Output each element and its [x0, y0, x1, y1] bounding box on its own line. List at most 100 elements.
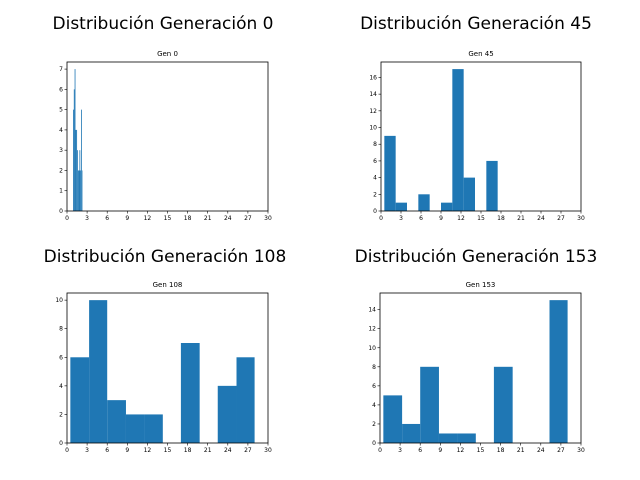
panel-3-xtick-label-10: 30 [577, 447, 585, 454]
panel-1-ytick-label-7: 14 [369, 91, 377, 98]
panel-1-xtick-label-0: 0 [379, 215, 383, 222]
panel-0-bar-3 [75, 129, 77, 211]
panel-1-xtick-label-8: 24 [537, 215, 545, 222]
panel-3-xtick-label-3: 9 [438, 447, 442, 454]
panel-0-suptitle: Distribución Generación 0 [53, 14, 274, 34]
panel-3-bar-2 [420, 366, 439, 443]
panel-2-xtick-label-0: 0 [65, 447, 69, 454]
panel-0-xtick-label-8: 24 [224, 215, 232, 222]
panel-1-title: Gen 45 [468, 50, 493, 58]
panel-0-ytick-label-6: 6 [59, 86, 63, 93]
panel-0-ytick-label-1: 1 [59, 188, 63, 195]
panel-2-title: Gen 108 [153, 281, 183, 289]
panel-1-xtick-label-2: 6 [419, 215, 423, 222]
panel-3-ytick-label-0: 0 [372, 440, 376, 447]
panel-0-xtick-label-9: 27 [244, 215, 252, 222]
panel-0-ytick-label-0: 0 [59, 208, 63, 215]
panel-2-bar-6 [180, 343, 200, 443]
panel-3-xtick-label-6: 18 [497, 447, 505, 454]
panel-1-bar-1 [395, 202, 407, 211]
panel-1-ytick-label-6: 12 [369, 108, 377, 115]
panel-0-bar-8 [79, 150, 81, 211]
panel-3-xtick-label-4: 12 [457, 447, 465, 454]
panel-0-bar-2 [74, 69, 76, 211]
panel-0-ytick-label-2: 2 [59, 167, 63, 174]
panel-2-ytick-label-2: 4 [59, 383, 63, 390]
panel-0-frame [66, 61, 269, 212]
panel-2-xtick-label-4: 12 [144, 447, 152, 454]
panel-0-bar-5 [77, 150, 78, 211]
panel-1-ytick-label-1: 2 [373, 191, 377, 198]
panel-3-ytick-label-6: 12 [368, 326, 376, 333]
panel-2-bar-0 [70, 357, 90, 443]
panel-2-xtick-label-1: 3 [85, 447, 89, 454]
panel-1-xtick-label-7: 21 [517, 215, 525, 222]
panel-2-xtick-label-10: 30 [264, 447, 272, 454]
panel-0-bar-7 [78, 170, 80, 211]
panel-3-bar-0 [383, 395, 403, 443]
panel-3-ytick-label-7: 14 [368, 307, 376, 314]
panel-2-xtick-label-6: 18 [184, 447, 192, 454]
panel-3-ytick-label-1: 2 [372, 421, 376, 428]
panel-1-ytick-label-0: 0 [373, 208, 377, 215]
panel-1-xtick-label-10: 30 [577, 215, 585, 222]
panel-1-ytick-label-8: 16 [369, 74, 377, 81]
panel-3-xtick-label-2: 6 [418, 447, 422, 454]
panel-3-xtick-label-0: 0 [378, 447, 382, 454]
panel-2-xtick-label-5: 15 [164, 447, 172, 454]
panel-0-bar-6 [77, 170, 79, 211]
panel-2-xtick-label-2: 6 [105, 447, 109, 454]
panel-0-xtick-label-10: 30 [264, 215, 272, 222]
panel-2-bar-8 [217, 385, 237, 443]
panel-3-ytick-label-5: 10 [368, 345, 376, 352]
panel-2-ytick-label-4: 8 [59, 326, 63, 333]
panel-2-xtick-label-7: 21 [204, 447, 212, 454]
panel-1-ytick-label-5: 10 [369, 125, 377, 132]
panel-0-xtick-label-3: 9 [125, 215, 129, 222]
panel-3-ytick-label-4: 8 [372, 364, 376, 371]
panel-3-title: Gen 153 [466, 281, 496, 289]
panel-0-bar-10 [81, 109, 82, 211]
panel-0-xtick-label-5: 15 [164, 215, 172, 222]
panel-0-bar-0 [73, 109, 74, 211]
panel-2-bar-3 [125, 414, 145, 443]
panel-1-xtick-label-1: 3 [399, 215, 403, 222]
panel-2-bar-2 [107, 400, 126, 443]
panel-2-xtick-label-3: 9 [125, 447, 129, 454]
panel-1-bar-0 [384, 135, 396, 211]
panel-1-xtick-label-5: 15 [477, 215, 485, 222]
panel-1-bar-9 [486, 160, 498, 211]
panel-2-suptitle: Distribución Generación 108 [44, 247, 287, 267]
panel-2-bar-4 [144, 414, 163, 443]
panel-1-xtick-label-3: 9 [439, 215, 443, 222]
panel-2-bar-9 [236, 357, 255, 443]
panel-0-ytick-label-7: 7 [59, 66, 63, 73]
panel-3-bar-9 [549, 300, 568, 443]
panel-2-xtick-label-9: 27 [244, 447, 252, 454]
panel-1-bar-3 [418, 194, 430, 211]
panel-1-ytick-label-4: 8 [373, 141, 377, 148]
panel-1-ytick-label-2: 4 [373, 175, 377, 182]
panel-1-ytick-label-3: 6 [373, 158, 377, 165]
panel-3-xtick-label-1: 3 [398, 447, 402, 454]
panel-0-ytick-label-4: 4 [59, 127, 63, 134]
panel-0-bar-1 [73, 89, 75, 211]
panel-0-xtick-label-6: 18 [184, 215, 192, 222]
panel-2-xtick-label-8: 24 [224, 447, 232, 454]
panel-0-xtick-label-7: 21 [204, 215, 212, 222]
panel-1-suptitle: Distribución Generación 45 [360, 14, 592, 34]
panel-0-xtick-label-4: 12 [144, 215, 152, 222]
panel-2-ytick-label-5: 10 [55, 297, 63, 304]
panel-3-bar-4 [457, 433, 476, 443]
panel-3-bar-3 [438, 433, 458, 443]
panel-0-xtick-label-0: 0 [65, 215, 69, 222]
panel-3-xtick-label-5: 15 [477, 447, 485, 454]
panel-0-ytick-label-5: 5 [59, 107, 63, 114]
panel-0-ytick-label-3: 3 [59, 147, 63, 154]
panel-2-bar-1 [89, 300, 108, 443]
panel-0-bar-11 [81, 170, 83, 211]
